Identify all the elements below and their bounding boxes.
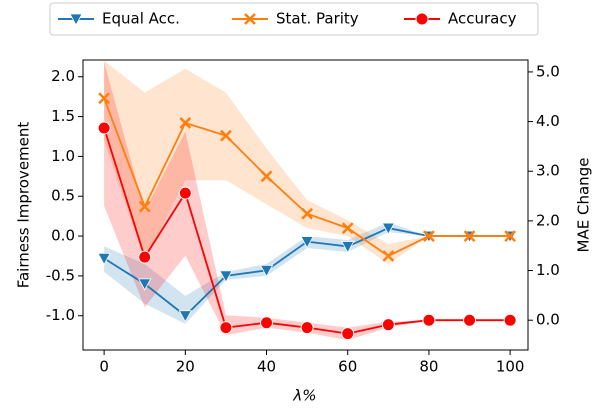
- y2-tick-label: 4.0: [536, 112, 560, 130]
- y-axis-label: Fairness Improvement: [15, 122, 33, 289]
- marker: [503, 313, 517, 327]
- marker: [382, 250, 395, 262]
- marker: [423, 230, 435, 242]
- y-tick-label: 1.5: [51, 107, 75, 125]
- marker: [504, 230, 517, 242]
- marker: [381, 318, 395, 332]
- y2-tick-label: 5.0: [536, 62, 560, 80]
- marker: [97, 121, 111, 135]
- x-tick-label: 60: [338, 358, 357, 376]
- marker: [259, 264, 274, 278]
- confidence-band: [104, 222, 511, 324]
- y-tick-label: -1.0: [46, 306, 75, 324]
- y-tick-label: 1.0: [51, 147, 75, 165]
- x-tick-label: 0: [99, 358, 109, 376]
- marker: [300, 236, 314, 249]
- marker: [219, 321, 233, 335]
- marker: [415, 12, 429, 26]
- legend-label: Stat. Parity: [276, 10, 359, 28]
- x-axis-label: λ%: [292, 387, 316, 405]
- plot-frame: [82, 59, 529, 351]
- marker: [69, 13, 83, 26]
- marker: [260, 170, 273, 183]
- y2-tick-label: 2.0: [536, 211, 560, 229]
- marker: [178, 186, 192, 200]
- x-tick-label: 40: [257, 358, 276, 376]
- marker: [381, 222, 396, 235]
- y2-tick-label: 0.0: [536, 311, 560, 329]
- marker: [341, 222, 354, 234]
- confidence-band: [104, 61, 511, 341]
- marker: [301, 207, 314, 220]
- confidence-band: [104, 60, 511, 264]
- marker: [341, 327, 355, 341]
- marker: [179, 117, 192, 129]
- y-tick-label: -0.5: [46, 266, 75, 284]
- marker: [463, 313, 477, 327]
- marker: [138, 250, 152, 264]
- legend-label: Accuracy: [448, 10, 517, 28]
- y2-tick-label: 1.0: [536, 261, 560, 279]
- marker: [220, 129, 232, 142]
- y-tick-label: 0.5: [51, 187, 75, 205]
- marker: [98, 92, 110, 105]
- marker: [97, 252, 111, 266]
- marker: [422, 313, 436, 327]
- marker: [178, 310, 192, 323]
- marker: [260, 316, 274, 330]
- marker: [341, 241, 355, 254]
- marker: [138, 200, 151, 213]
- y2-axis-label: MAE Change: [575, 158, 593, 253]
- marker: [138, 278, 152, 291]
- marker: [463, 230, 476, 242]
- legend-box: [49, 2, 539, 36]
- marker: [244, 13, 256, 25]
- x-tick-label: 100: [496, 358, 525, 376]
- marker: [219, 270, 233, 283]
- y-tick-label: 0.0: [51, 227, 75, 245]
- marker: [300, 321, 314, 335]
- x-tick-label: 80: [419, 358, 438, 376]
- y2-tick-label: 3.0: [536, 162, 560, 180]
- x-tick-label: 20: [176, 358, 195, 376]
- y-tick-label: 2.0: [51, 67, 75, 85]
- legend-label: Equal Acc.: [102, 10, 180, 28]
